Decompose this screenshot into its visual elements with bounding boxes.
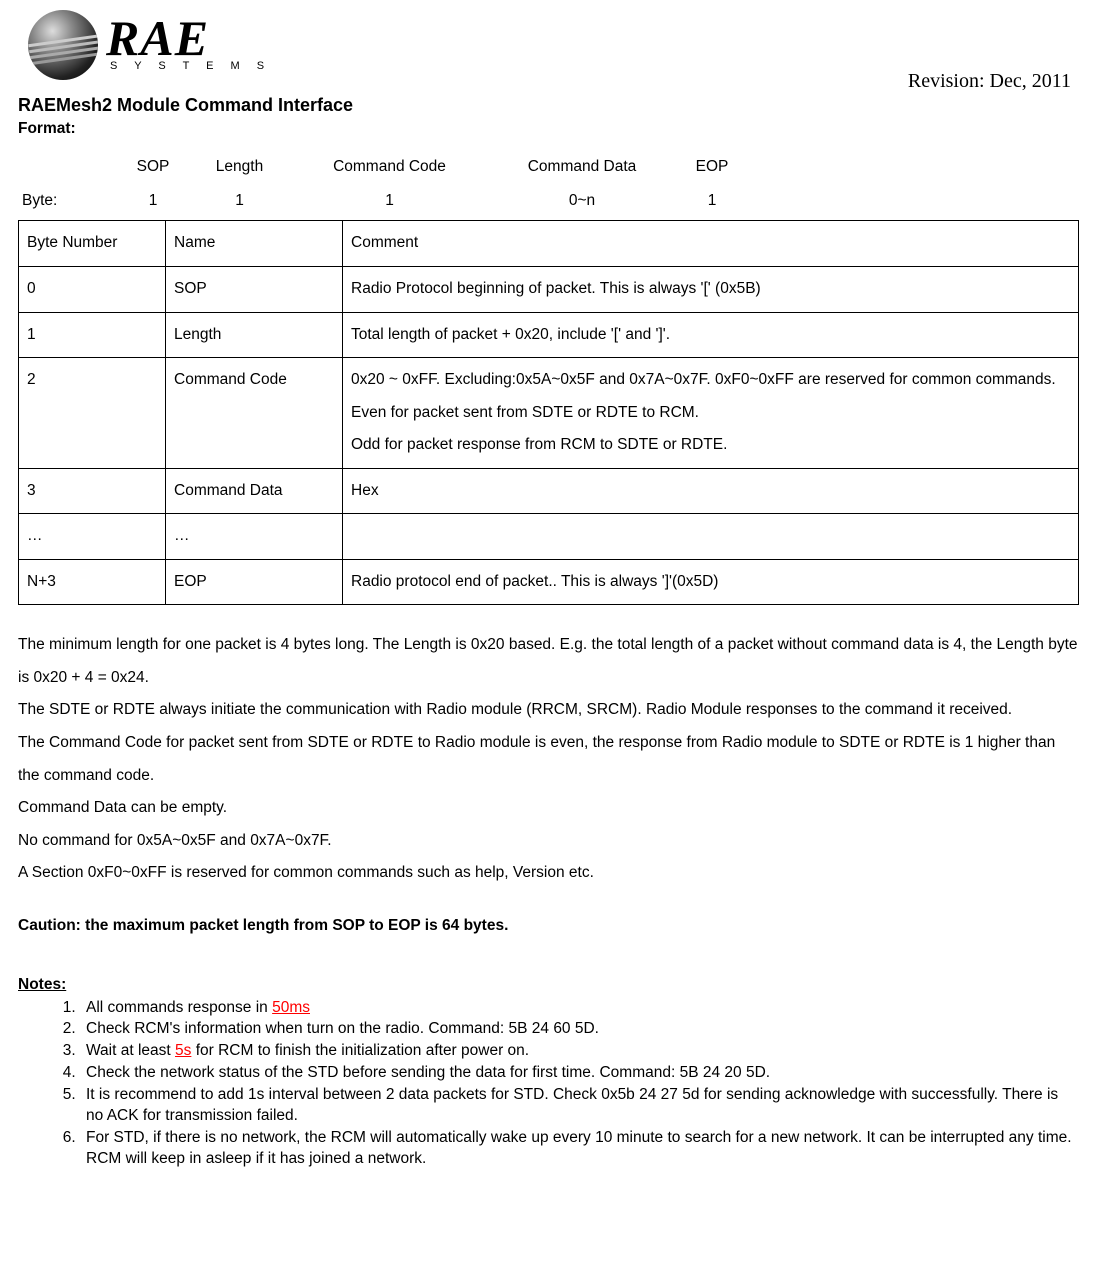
table-row: 1 Length Total length of packet + 0x20, … bbox=[19, 312, 1079, 358]
body-p4: Command Data can be empty. bbox=[18, 792, 1079, 825]
table-row: … … bbox=[19, 514, 1079, 560]
td-bytenum: 1 bbox=[19, 312, 166, 358]
format-byte-4: 0~n bbox=[492, 184, 672, 218]
table-header-row: Byte Number Name Comment bbox=[19, 221, 1079, 267]
format-h-length: Length bbox=[192, 150, 287, 184]
note-item: Check the network status of the STD befo… bbox=[80, 1063, 1079, 1084]
format-byte-5: 1 bbox=[672, 184, 752, 218]
td-name: Command Code bbox=[166, 358, 343, 469]
td-bytenum: N+3 bbox=[19, 559, 166, 605]
logo-main-text: RAE bbox=[106, 16, 271, 61]
td-bytenum: 0 bbox=[19, 266, 166, 312]
notes-heading: Notes: bbox=[18, 975, 1079, 996]
td-bytenum: 3 bbox=[19, 468, 166, 514]
td-name: … bbox=[166, 514, 343, 560]
note-text: Check the network status of the STD befo… bbox=[86, 1064, 770, 1081]
note-text: Wait at least bbox=[86, 1042, 175, 1059]
td-bytenum: … bbox=[19, 514, 166, 560]
td-comment: Radio protocol end of packet.. This is a… bbox=[343, 559, 1079, 605]
td-comment: Radio Protocol beginning of packet. This… bbox=[343, 266, 1079, 312]
format-blank bbox=[18, 150, 114, 184]
logo-sub-text: S Y S T E M S bbox=[110, 59, 271, 74]
table-row: 3 Command Data Hex bbox=[19, 468, 1079, 514]
td-comment: 0x20 ~ 0xFF. Excluding:0x5A~0x5F and 0x7… bbox=[343, 358, 1079, 469]
logo: RAE S Y S T E M S bbox=[28, 10, 271, 80]
format-header-row: SOP Length Command Code Command Data EOP bbox=[18, 150, 1079, 184]
table-row: 2 Command Code 0x20 ~ 0xFF. Excluding:0x… bbox=[19, 358, 1079, 469]
note-highlight: 50ms bbox=[272, 999, 310, 1016]
note-text: It is recommend to add 1s interval betwe… bbox=[86, 1086, 1058, 1124]
note-item: Check RCM's information when turn on the… bbox=[80, 1019, 1079, 1040]
format-h-eop: EOP bbox=[672, 150, 752, 184]
header: RAE S Y S T E M S Revision: Dec, 2011 bbox=[18, 10, 1079, 95]
format-label: Format: bbox=[18, 119, 1079, 140]
td-bytenum: 2 bbox=[19, 358, 166, 469]
format-byte-3: 1 bbox=[287, 184, 492, 218]
td-comment: Hex bbox=[343, 468, 1079, 514]
logo-text: RAE S Y S T E M S bbox=[106, 16, 271, 74]
notes-list: All commands response in 50ms Check RCM'… bbox=[18, 998, 1079, 1170]
format-h-cmdcode: Command Code bbox=[287, 150, 492, 184]
th-byte-number: Byte Number bbox=[19, 221, 166, 267]
td-comment bbox=[343, 514, 1079, 560]
format-byte-1: 1 bbox=[114, 184, 192, 218]
format-grid: SOP Length Command Code Command Data EOP… bbox=[18, 150, 1079, 218]
td-comment: Total length of packet + 0x20, include '… bbox=[343, 312, 1079, 358]
logo-sphere-icon bbox=[28, 10, 98, 80]
format-byte-2: 1 bbox=[192, 184, 287, 218]
revision-text: Revision: Dec, 2011 bbox=[908, 68, 1071, 95]
body-p2: The SDTE or RDTE always initiate the com… bbox=[18, 694, 1079, 727]
body-p6: A Section 0xF0~0xFF is reserved for comm… bbox=[18, 857, 1079, 890]
th-name: Name bbox=[166, 221, 343, 267]
th-comment: Comment bbox=[343, 221, 1079, 267]
td-name: Length bbox=[166, 312, 343, 358]
note-item: All commands response in 50ms bbox=[80, 998, 1079, 1019]
body-text: The minimum length for one packet is 4 b… bbox=[18, 629, 1079, 889]
td-name: Command Data bbox=[166, 468, 343, 514]
byte-table: Byte Number Name Comment 0 SOP Radio Pro… bbox=[18, 220, 1079, 605]
caution-text: Caution: the maximum packet length from … bbox=[18, 916, 1079, 937]
note-item: For STD, if there is no network, the RCM… bbox=[80, 1128, 1079, 1170]
note-item: Wait at least 5s for RCM to finish the i… bbox=[80, 1041, 1079, 1062]
note-text: All commands response in bbox=[86, 999, 272, 1016]
body-p5: No command for 0x5A~0x5F and 0x7A~0x7F. bbox=[18, 825, 1079, 858]
table-row: 0 SOP Radio Protocol beginning of packet… bbox=[19, 266, 1079, 312]
format-h-sop: SOP bbox=[114, 150, 192, 184]
document-title: RAEMesh2 Module Command Interface bbox=[18, 93, 1079, 117]
format-byte-label: Byte: bbox=[18, 184, 114, 218]
format-h-cmddata: Command Data bbox=[492, 150, 672, 184]
note-text: Check RCM's information when turn on the… bbox=[86, 1020, 599, 1037]
td-name: EOP bbox=[166, 559, 343, 605]
note-highlight: 5s bbox=[175, 1042, 191, 1059]
note-item: It is recommend to add 1s interval betwe… bbox=[80, 1085, 1079, 1127]
td-name: SOP bbox=[166, 266, 343, 312]
body-p3: The Command Code for packet sent from SD… bbox=[18, 727, 1079, 792]
format-byte-row: Byte: 1 1 1 0~n 1 bbox=[18, 184, 1079, 218]
note-text: For STD, if there is no network, the RCM… bbox=[86, 1129, 1072, 1167]
body-p1: The minimum length for one packet is 4 b… bbox=[18, 629, 1079, 694]
table-row: N+3 EOP Radio protocol end of packet.. T… bbox=[19, 559, 1079, 605]
note-text: for RCM to finish the initialization aft… bbox=[191, 1042, 529, 1059]
